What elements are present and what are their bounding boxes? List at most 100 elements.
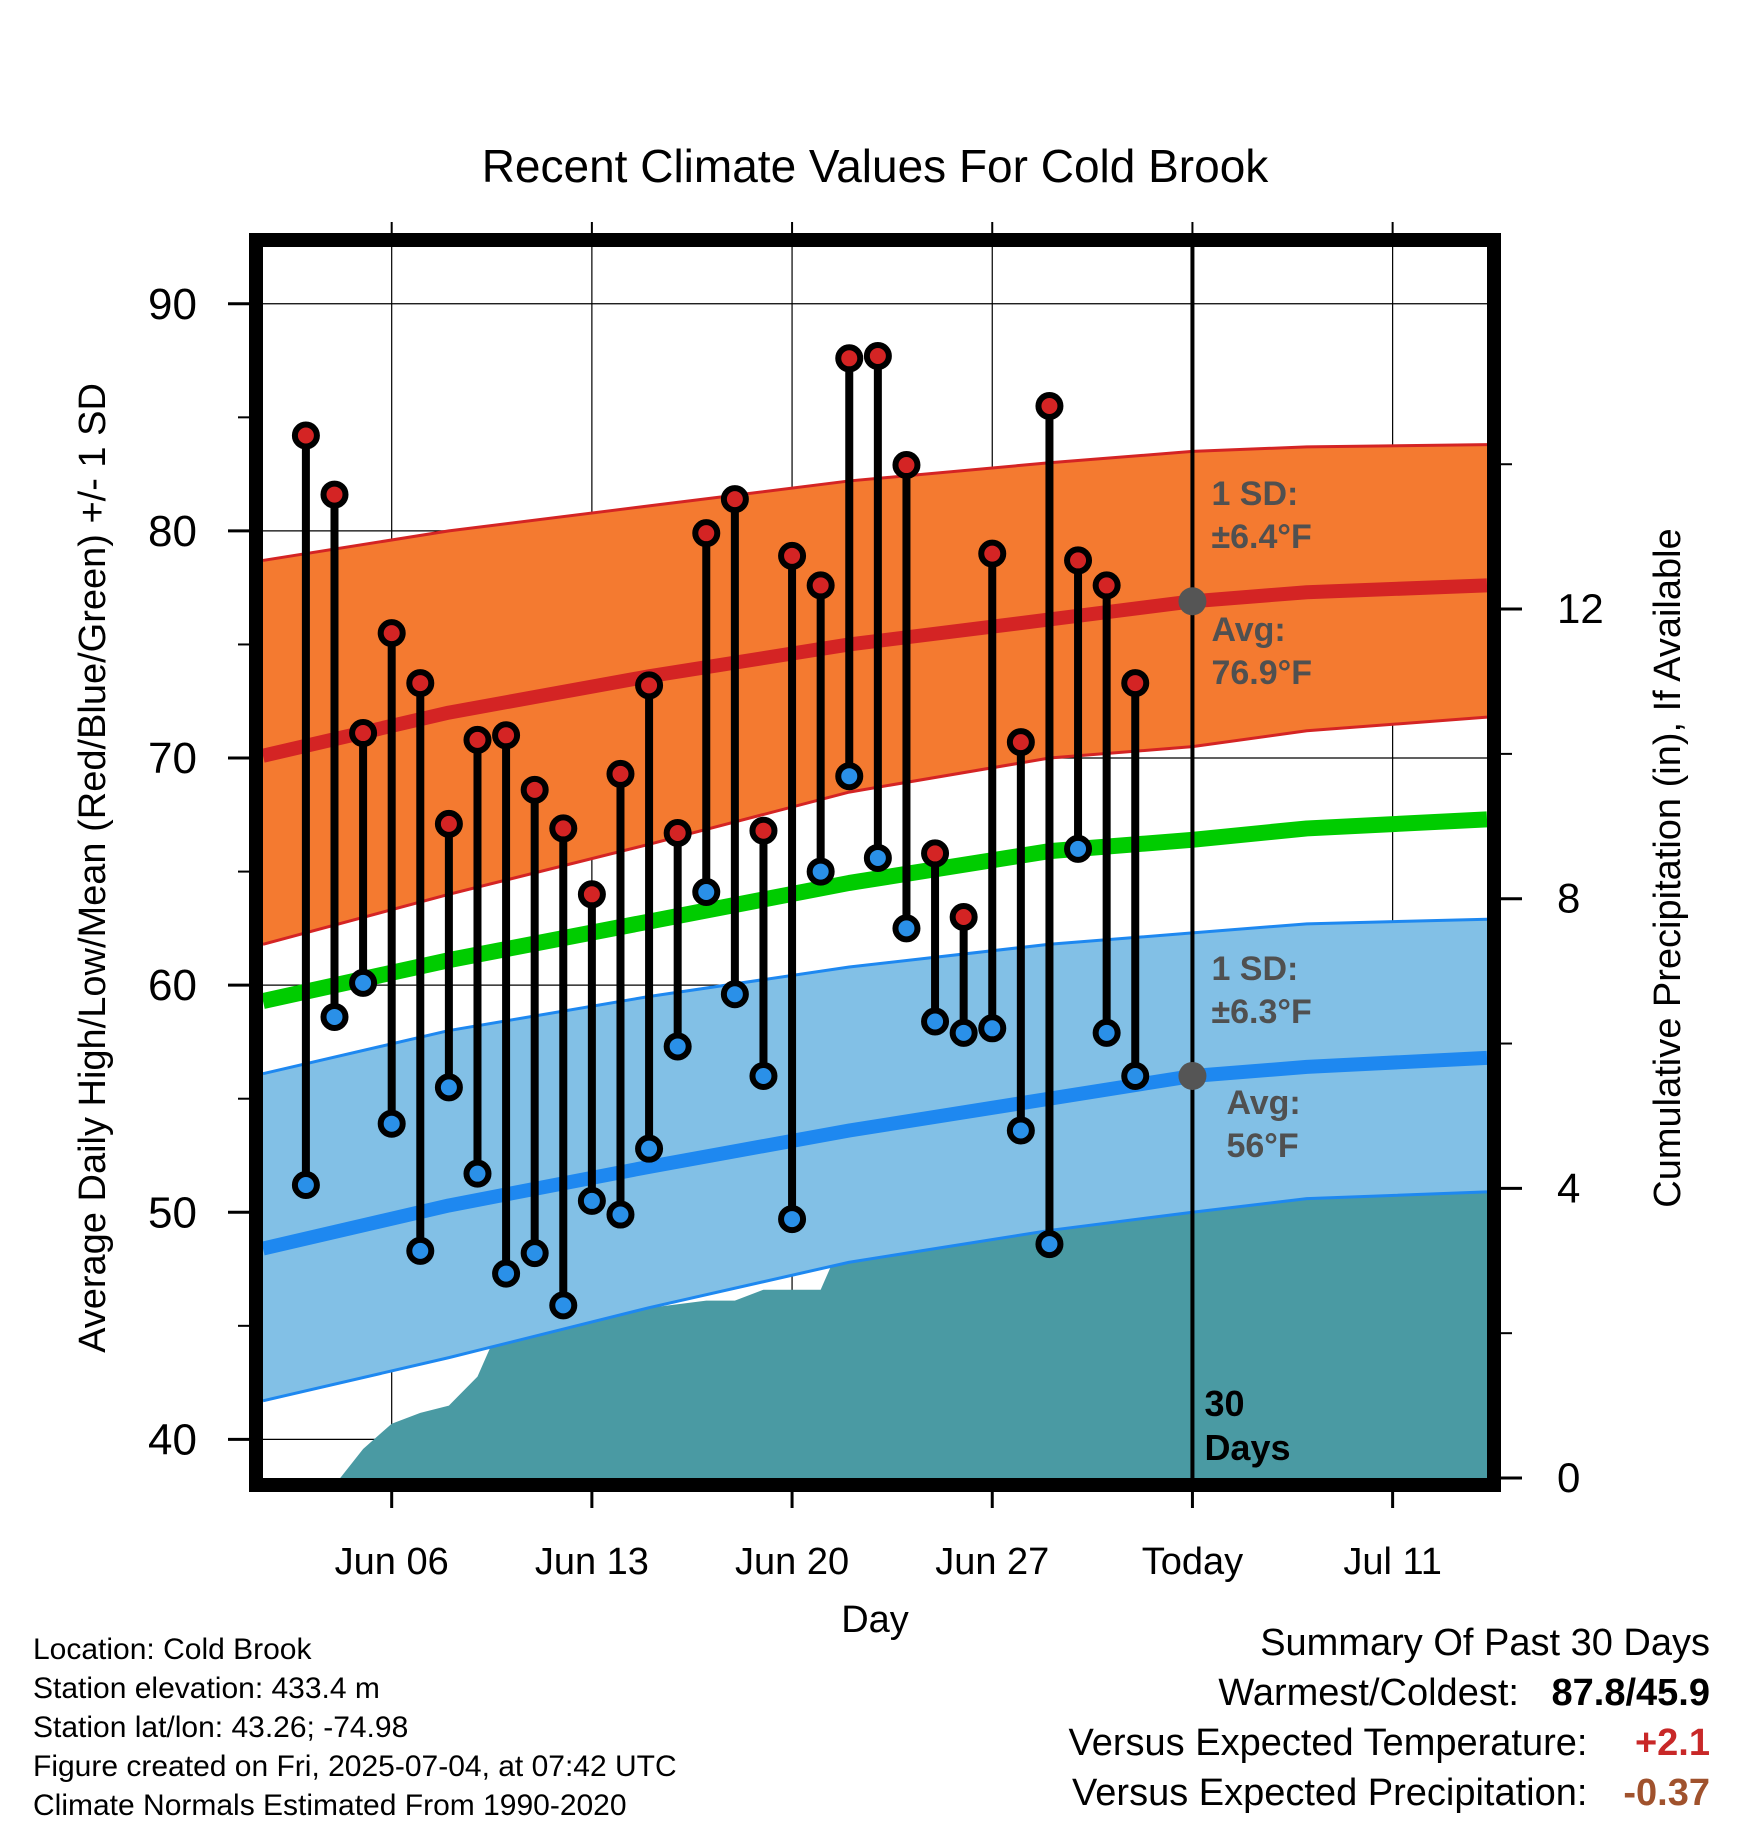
y-axis-label: Average Daily High/Low/Mean (Red/Blue/Gr…: [72, 383, 114, 1353]
latlon-text: Station lat/lon: 43.26; -74.98: [33, 1711, 409, 1744]
daily-high-point: [663, 818, 692, 847]
daily-high-point: [1006, 728, 1035, 757]
daily-high-point: [377, 619, 406, 648]
x-tick-label: Jun 27: [935, 1541, 1049, 1583]
daily-high-point: [835, 344, 864, 373]
daily-low-point: [463, 1159, 492, 1188]
daily-low-point: [835, 762, 864, 791]
y-tick-label: 70: [148, 734, 197, 783]
y2-axis-label: Cumulative Precipitation (in), If Availa…: [1647, 528, 1689, 1207]
low-avg-value: 56°F: [1226, 1127, 1298, 1165]
location-text: Location: Cold Brook: [33, 1633, 312, 1666]
daily-low-point: [606, 1200, 635, 1229]
created-text: Figure created on Fri, 2025-07-04, at 07…: [33, 1750, 677, 1783]
y2-tick-label: 8: [1557, 875, 1580, 922]
normals-text: Climate Normals Estimated From 1990-2020: [33, 1789, 627, 1822]
daily-low-point: [949, 1018, 978, 1047]
avg-low-line: [261, 1050, 1488, 1256]
summary-temp: Versus Expected Temperature: +2.1: [1069, 1722, 1710, 1765]
daily-high-point: [949, 903, 978, 932]
low-sd-label: 1 SD:: [1211, 950, 1298, 988]
daily-high-point: [1064, 546, 1093, 575]
avg-mean-line: [261, 811, 1488, 1009]
y2-tick-label: 0: [1557, 1454, 1580, 1501]
low-avg-label: Avg:: [1226, 1084, 1300, 1122]
daily-high-point: [606, 759, 635, 788]
low-sd-lower-line: [262, 1190, 1488, 1403]
low-sd-value: ±6.3°F: [1211, 993, 1311, 1031]
high-avg-value: 76.9°F: [1211, 654, 1312, 692]
high-sd-lower-line: [262, 715, 1488, 946]
daily-high-point: [463, 725, 492, 754]
daily-low-point: [1121, 1061, 1150, 1090]
x-tick-label: Today: [1142, 1541, 1243, 1583]
daily-low-point: [749, 1061, 778, 1090]
daily-low-point: [291, 1171, 320, 1200]
y-tick-label: 80: [148, 507, 197, 556]
elevation-text: Station elevation: 433.4 m: [33, 1672, 380, 1705]
plot-area: 1 SD: ±6.4°F Avg: 76.9°F 1 SD: ±6.3°F Avg: 56°F…: [148, 222, 1604, 1583]
daily-high-point: [978, 539, 1007, 568]
daily-high-point: [320, 480, 349, 509]
daily-low-point: [720, 980, 749, 1009]
daily-high-point: [349, 719, 378, 748]
chart-title: Recent Climate Values For Cold Brook: [482, 140, 1270, 192]
daily-low-point: [434, 1073, 463, 1102]
x-tick-label: Jun 20: [735, 1541, 849, 1583]
daily-high-point: [549, 814, 578, 843]
x-axis-label: Day: [841, 1599, 909, 1641]
daily-high-point: [406, 669, 435, 698]
daily-high-point: [291, 421, 320, 450]
daily-low-point: [1064, 834, 1093, 863]
summary-precip: Versus Expected Precipitation: -0.37: [1072, 1772, 1710, 1815]
daily-high-point: [778, 541, 807, 570]
daily-low-point: [377, 1109, 406, 1138]
y-tick-label: 90: [148, 280, 197, 329]
daily-low-point: [577, 1186, 606, 1215]
today-days-label: Days: [1204, 1427, 1290, 1468]
warm-cold-label: Warmest/Coldest:: [1218, 1672, 1519, 1714]
summary-warm-cold: Warmest/Coldest: 87.8/45.9: [1218, 1672, 1710, 1715]
x-tick-label: Jun 06: [335, 1541, 449, 1583]
daily-low-point: [349, 968, 378, 997]
warm-cold-value: 87.8/45.9: [1551, 1672, 1710, 1714]
low-sd-upper-line: [262, 917, 1488, 1076]
daily-high-point: [720, 485, 749, 514]
temp-value: +2.1: [1634, 1722, 1710, 1764]
daily-low-point: [663, 1032, 692, 1061]
daily-high-point: [863, 342, 892, 371]
daily-high-point: [1121, 669, 1150, 698]
daily-low-point: [863, 843, 892, 872]
daily-low-point: [978, 1014, 1007, 1043]
precip-value: -0.37: [1623, 1772, 1710, 1814]
daily-high-point: [892, 451, 921, 480]
high-avg-label: Avg:: [1211, 611, 1285, 649]
y-tick-label: 60: [148, 961, 197, 1010]
daily-high-point: [1035, 391, 1064, 420]
daily-high-point: [749, 816, 778, 845]
daily-low-point: [921, 1007, 950, 1036]
x-tick-label: Jun 13: [535, 1541, 649, 1583]
daily-high-point: [577, 880, 606, 909]
high-sd-upper-line: [262, 443, 1488, 562]
summary-heading: Summary Of Past 30 Days: [1260, 1622, 1710, 1664]
today-avg-low-marker: [1178, 1061, 1207, 1090]
daily-low-point: [549, 1291, 578, 1320]
today-avg-high-marker: [1178, 587, 1207, 616]
plot-frame: [249, 233, 1501, 1492]
daily-high-point: [492, 721, 521, 750]
low-sd-band: [263, 919, 1487, 1401]
daily-high-point: [806, 571, 835, 600]
x-tick-label: Jul 11: [1343, 1541, 1442, 1583]
daily-low-point: [635, 1134, 664, 1163]
daily-high-point: [434, 809, 463, 838]
avg-high-line: [261, 578, 1488, 763]
daily-high-point: [520, 775, 549, 804]
daily-high-point: [1092, 571, 1121, 600]
daily-low-point: [892, 914, 921, 943]
y2-tick-label: 4: [1557, 1164, 1580, 1211]
daily-low-point: [520, 1239, 549, 1268]
daily-low-point: [692, 878, 721, 907]
y-tick-label: 50: [148, 1188, 197, 1237]
